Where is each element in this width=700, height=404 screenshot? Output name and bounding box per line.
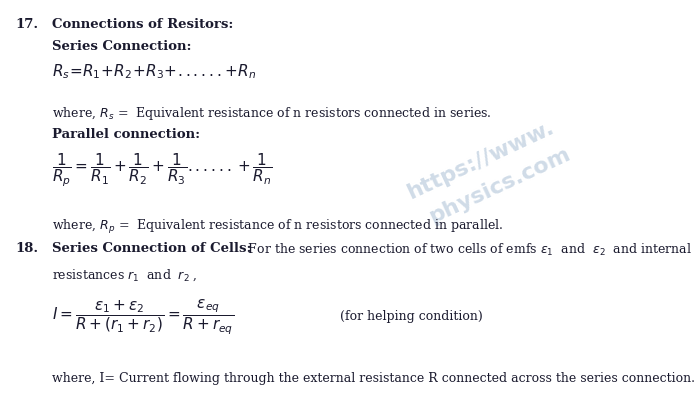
Text: $\dfrac{1}{R_p} = \dfrac{1}{R_1} + \dfrac{1}{R_2} + \dfrac{1}{R_3}......+\dfrac{: $\dfrac{1}{R_p} = \dfrac{1}{R_1} + \dfra… <box>52 152 272 189</box>
Text: Series Connection of Cells:: Series Connection of Cells: <box>52 242 251 255</box>
Text: 18.: 18. <box>15 242 38 255</box>
Text: Series Connection:: Series Connection: <box>52 40 192 53</box>
Text: Parallel connection:: Parallel connection: <box>52 128 200 141</box>
Text: For the series connection of two cells of emfs $\varepsilon_1$  and  $\varepsilo: For the series connection of two cells o… <box>240 242 692 258</box>
Text: 17.: 17. <box>15 18 38 31</box>
Text: where, $R_p$ =  Equivalent resistance of n resistors connected in parallel.: where, $R_p$ = Equivalent resistance of … <box>52 218 503 236</box>
Text: https://www.: https://www. <box>403 117 556 203</box>
Text: physics.com: physics.com <box>426 143 574 227</box>
Text: resistances $r_1$  and  $r_2$ ,: resistances $r_1$ and $r_2$ , <box>52 268 197 284</box>
Text: $R_s\!=\!R_1\!+\!R_2\!+\!R_3\!+\!......\!+\!R_n$: $R_s\!=\!R_1\!+\!R_2\!+\!R_3\!+\!......\… <box>52 62 256 81</box>
Text: Connections of Resitors:: Connections of Resitors: <box>52 18 233 31</box>
Text: where, $R_s$ =  Equivalent resistance of n resistors connected in series.: where, $R_s$ = Equivalent resistance of … <box>52 105 491 122</box>
Text: where, I= Current flowing through the external resistance R connected across the: where, I= Current flowing through the ex… <box>52 372 695 385</box>
Text: $I = \dfrac{\varepsilon_1 + \varepsilon_2}{R + (r_1 + r_2)} = \dfrac{\varepsilon: $I = \dfrac{\varepsilon_1 + \varepsilon_… <box>52 298 234 337</box>
Text: (for helping condition): (for helping condition) <box>340 310 483 323</box>
